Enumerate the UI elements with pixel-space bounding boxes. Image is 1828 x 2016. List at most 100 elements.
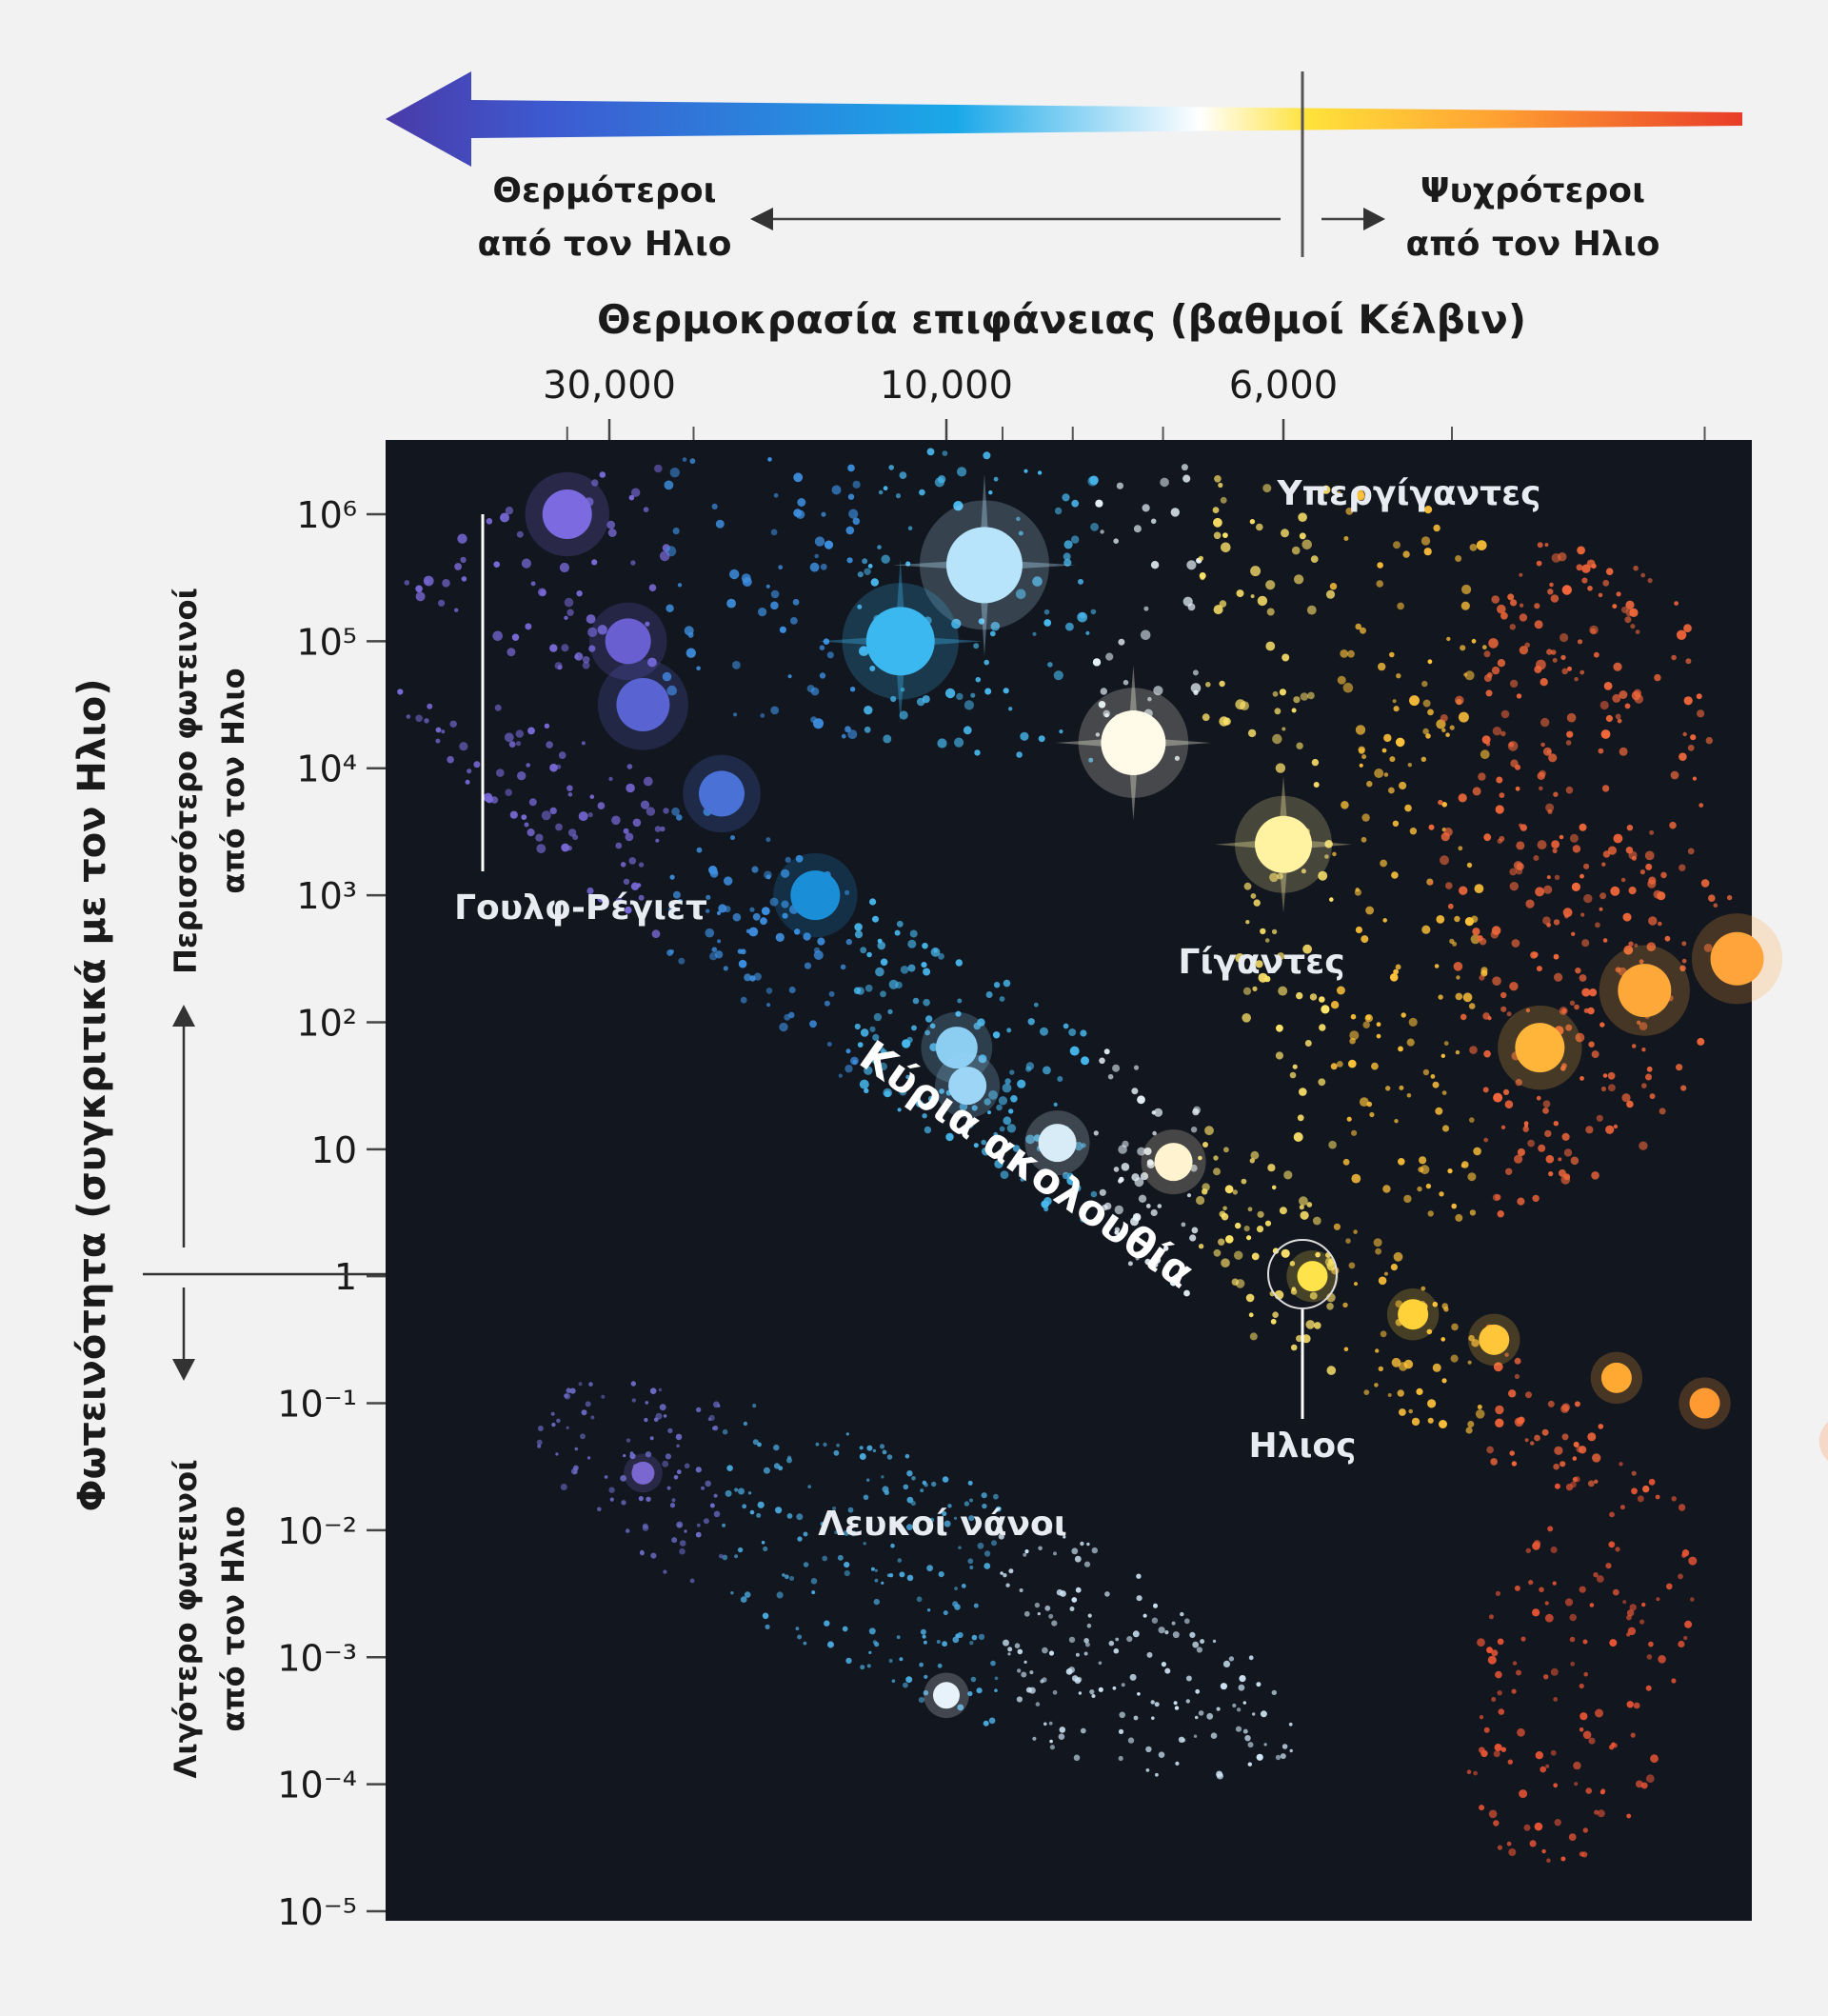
background-star [863,1494,869,1501]
background-star [968,1515,975,1522]
background-star [1087,1613,1092,1618]
background-star [819,645,825,650]
background-star [555,1452,559,1456]
background-star [857,604,863,609]
star-sg-yellow [1215,775,1352,913]
background-star [1099,1057,1105,1065]
spectrum-arrow-shape [386,71,1742,167]
background-star [844,889,850,895]
background-star [1375,1248,1381,1255]
background-star [1545,1154,1555,1164]
background-star [1202,713,1210,722]
temperature-spectrum-arrow [386,71,1742,257]
background-star [984,1098,991,1106]
background-star [494,704,502,711]
background-star [1497,659,1506,668]
background-star [549,763,558,772]
background-star [1025,1687,1032,1693]
background-star [1438,994,1443,1000]
background-star [1579,823,1587,831]
background-star [1192,1641,1200,1648]
background-star [1534,1822,1543,1831]
background-star [397,689,404,695]
background-star [1385,1086,1391,1091]
background-star [1015,1156,1024,1166]
background-star [1137,1147,1146,1156]
background-star [1493,1092,1503,1103]
background-star [1063,1023,1069,1029]
background-star [918,1697,925,1704]
background-star [1289,1748,1293,1753]
background-star [705,928,715,938]
background-star [1048,1613,1054,1619]
background-star [1441,1053,1446,1059]
background-star [933,948,938,953]
background-star [1239,1675,1246,1683]
background-star [1129,1673,1137,1681]
brighter-label-group: Περισσότερο φωτεινοί από τον Ηλιο [168,588,251,1248]
background-star [585,1401,591,1407]
background-star [677,1523,682,1527]
background-star [1613,662,1622,671]
background-star [1366,781,1373,788]
background-star [1525,899,1535,908]
background-star [544,723,550,729]
background-star [1546,1858,1551,1863]
background-star [869,1026,876,1032]
background-star [1360,627,1366,634]
background-star [1321,485,1331,494]
background-star [938,952,944,960]
background-star [1078,578,1083,585]
background-star [631,1398,636,1403]
background-star [1180,1611,1184,1617]
background-star [988,490,993,495]
background-star [809,562,820,572]
background-star [888,1658,893,1664]
background-star [646,1496,651,1503]
background-star [1288,1722,1293,1727]
background-star [1252,986,1258,991]
background-star [1434,964,1440,968]
background-star [1403,1194,1412,1204]
background-star [1256,1682,1262,1687]
background-star [847,729,858,740]
background-star [638,1496,644,1502]
background-star [607,529,617,537]
background-star [1031,1523,1036,1527]
background-star [1029,1670,1034,1675]
background-star [1131,1088,1139,1095]
background-star [1492,727,1502,736]
background-star [561,843,570,852]
background-star [938,1571,944,1578]
background-star [1296,742,1303,749]
background-star [717,939,722,944]
background-star [785,856,791,864]
background-star [1483,1049,1491,1058]
background-star [1205,682,1211,688]
background-star [1336,490,1341,496]
background-star [626,764,633,769]
background-star [1250,893,1257,899]
background-star [878,489,884,495]
background-star [1500,991,1507,999]
key-stars [525,471,1828,1719]
background-star [1465,1427,1473,1434]
background-star [696,1523,701,1527]
background-star [882,1449,887,1455]
background-star [1189,1631,1196,1638]
background-star [1248,1655,1254,1661]
background-star [1603,682,1613,690]
background-star [823,638,830,645]
background-star [1520,1636,1526,1642]
background-star [1330,1063,1338,1070]
background-star [442,579,450,588]
background-star [1486,671,1493,678]
background-star [1559,1007,1568,1015]
background-star [1294,574,1304,585]
background-star [1062,493,1070,502]
background-star [601,1394,606,1399]
background-star [1441,1090,1447,1095]
star-core [1618,964,1672,1018]
background-star [833,1449,840,1456]
